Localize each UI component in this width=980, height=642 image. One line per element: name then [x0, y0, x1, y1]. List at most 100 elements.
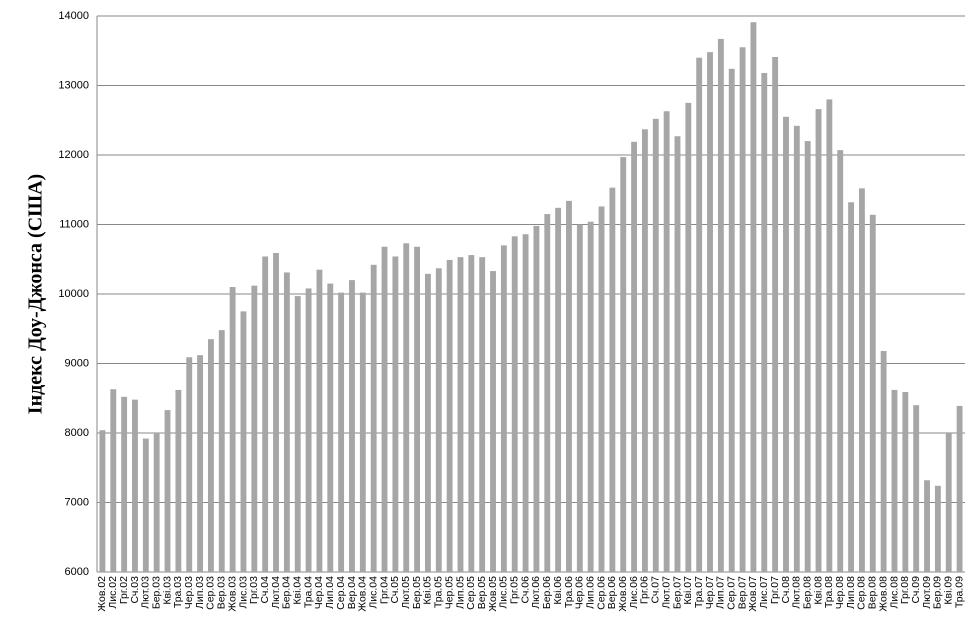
bar [414, 246, 421, 573]
bar [338, 292, 345, 572]
x-tick-label: Тра.05 [433, 576, 445, 608]
x-tick-label: Вер.06 [606, 576, 618, 609]
x-tick-label: Сер.03 [205, 576, 217, 610]
x-tick-label: Грг.04 [378, 576, 390, 604]
x-tick-label: Тра.04 [302, 576, 314, 608]
bar [283, 272, 290, 572]
bar [446, 259, 453, 572]
y-tick-label: 7000 [65, 496, 89, 508]
x-tick-label: Тра.06 [563, 576, 575, 608]
bar [359, 292, 366, 572]
y-tick-label: 6000 [65, 566, 89, 578]
x-tick-label: Кві.04 [292, 576, 304, 605]
bar [631, 141, 638, 573]
bar [728, 68, 735, 572]
bar [858, 188, 865, 573]
bar [641, 129, 648, 572]
bar [804, 141, 811, 572]
x-tick-label: Сер.04 [335, 576, 347, 610]
bar [349, 280, 355, 572]
bar [327, 283, 334, 572]
x-tick-label: Бер.06 [541, 576, 553, 609]
bar [240, 311, 247, 572]
bar [164, 410, 171, 572]
bar [197, 355, 204, 572]
x-tick-label: Лип.08 [845, 576, 857, 609]
y-axis-label: Індекс Доу-Джонса (США) [25, 174, 47, 414]
x-tick-label: Жов.07 [747, 576, 759, 612]
x-tick-label: Бер.05 [411, 576, 423, 609]
x-tick-label: Сч.07 [650, 576, 662, 604]
x-tick-label: Вер.05 [476, 576, 488, 609]
x-tick-label: Лют.07 [660, 576, 672, 609]
bar [500, 245, 507, 572]
bar [424, 273, 431, 572]
x-tick-label: Бер.09 [932, 576, 944, 609]
x-tick-label: Чер.07 [704, 576, 716, 609]
x-tick-label: Чер.06 [574, 576, 586, 609]
x-tick-label: Чер.08 [834, 576, 846, 609]
bar [153, 433, 160, 572]
bar [815, 109, 822, 572]
x-tick-label: Вер.07 [736, 576, 748, 609]
x-tick-label: Сч.04 [259, 576, 271, 604]
x-tick-label: Сч.03 [129, 576, 141, 604]
x-tick-label: Сер.06 [595, 576, 607, 610]
x-tick-label: Жов.02 [96, 576, 108, 612]
x-tick-label: Лип.06 [584, 576, 596, 609]
bar [934, 485, 941, 572]
bar [717, 38, 724, 573]
bar [685, 102, 692, 572]
x-tick-label: Бер.07 [671, 576, 683, 609]
x-tick-label: Сер.08 [856, 576, 868, 610]
bar [99, 430, 106, 572]
y-tick-label: 8000 [65, 427, 89, 439]
bar [544, 214, 551, 572]
x-tick-label: Чер.05 [443, 576, 455, 609]
x-tick-label: Жов.08 [877, 576, 889, 612]
bar [175, 389, 182, 572]
x-tick-label: Жов.05 [487, 576, 499, 612]
x-tick-label: Кві.07 [682, 576, 694, 605]
bar [707, 52, 713, 572]
x-tick-label: Лют.06 [530, 576, 542, 609]
x-tick-label: Лип.04 [324, 576, 336, 609]
bar [924, 480, 930, 572]
bar [511, 236, 518, 572]
x-tick-label: Жов.06 [617, 576, 629, 612]
x-tick-label: Лип.05 [454, 576, 466, 609]
x-tick-label: Лют.05 [400, 576, 412, 609]
y-tick-label: 10000 [58, 288, 89, 300]
bar [207, 339, 214, 572]
bar [370, 264, 377, 572]
x-tick-label: Сер.05 [465, 576, 477, 610]
x-tick-label: Сч.09 [910, 576, 922, 604]
bar [620, 157, 627, 572]
bar [902, 391, 909, 572]
bar [956, 405, 963, 572]
x-tick-label: Лис.06 [628, 576, 640, 609]
bar [403, 243, 410, 572]
bar [576, 224, 583, 572]
bar [869, 214, 876, 572]
bar [110, 389, 117, 572]
bar [533, 225, 540, 572]
x-tick-label: Тра.08 [823, 576, 835, 608]
bar [457, 257, 464, 572]
bar [294, 296, 301, 572]
x-tick-label: Вер.04 [346, 576, 358, 609]
x-tick-label: Жов.03 [226, 576, 238, 612]
bar [121, 396, 128, 572]
x-tick-label: Тра.09 [953, 576, 965, 608]
bar [837, 150, 844, 572]
x-tick-label: Бер.08 [801, 576, 813, 609]
x-tick-label: Жов.04 [357, 576, 369, 612]
y-tick-label: 12000 [58, 149, 89, 161]
x-tick-label: Лют.09 [921, 576, 933, 609]
bar [273, 252, 279, 572]
bar [793, 125, 800, 572]
x-tick-label: Грг.08 [899, 576, 911, 604]
bar [218, 330, 225, 572]
